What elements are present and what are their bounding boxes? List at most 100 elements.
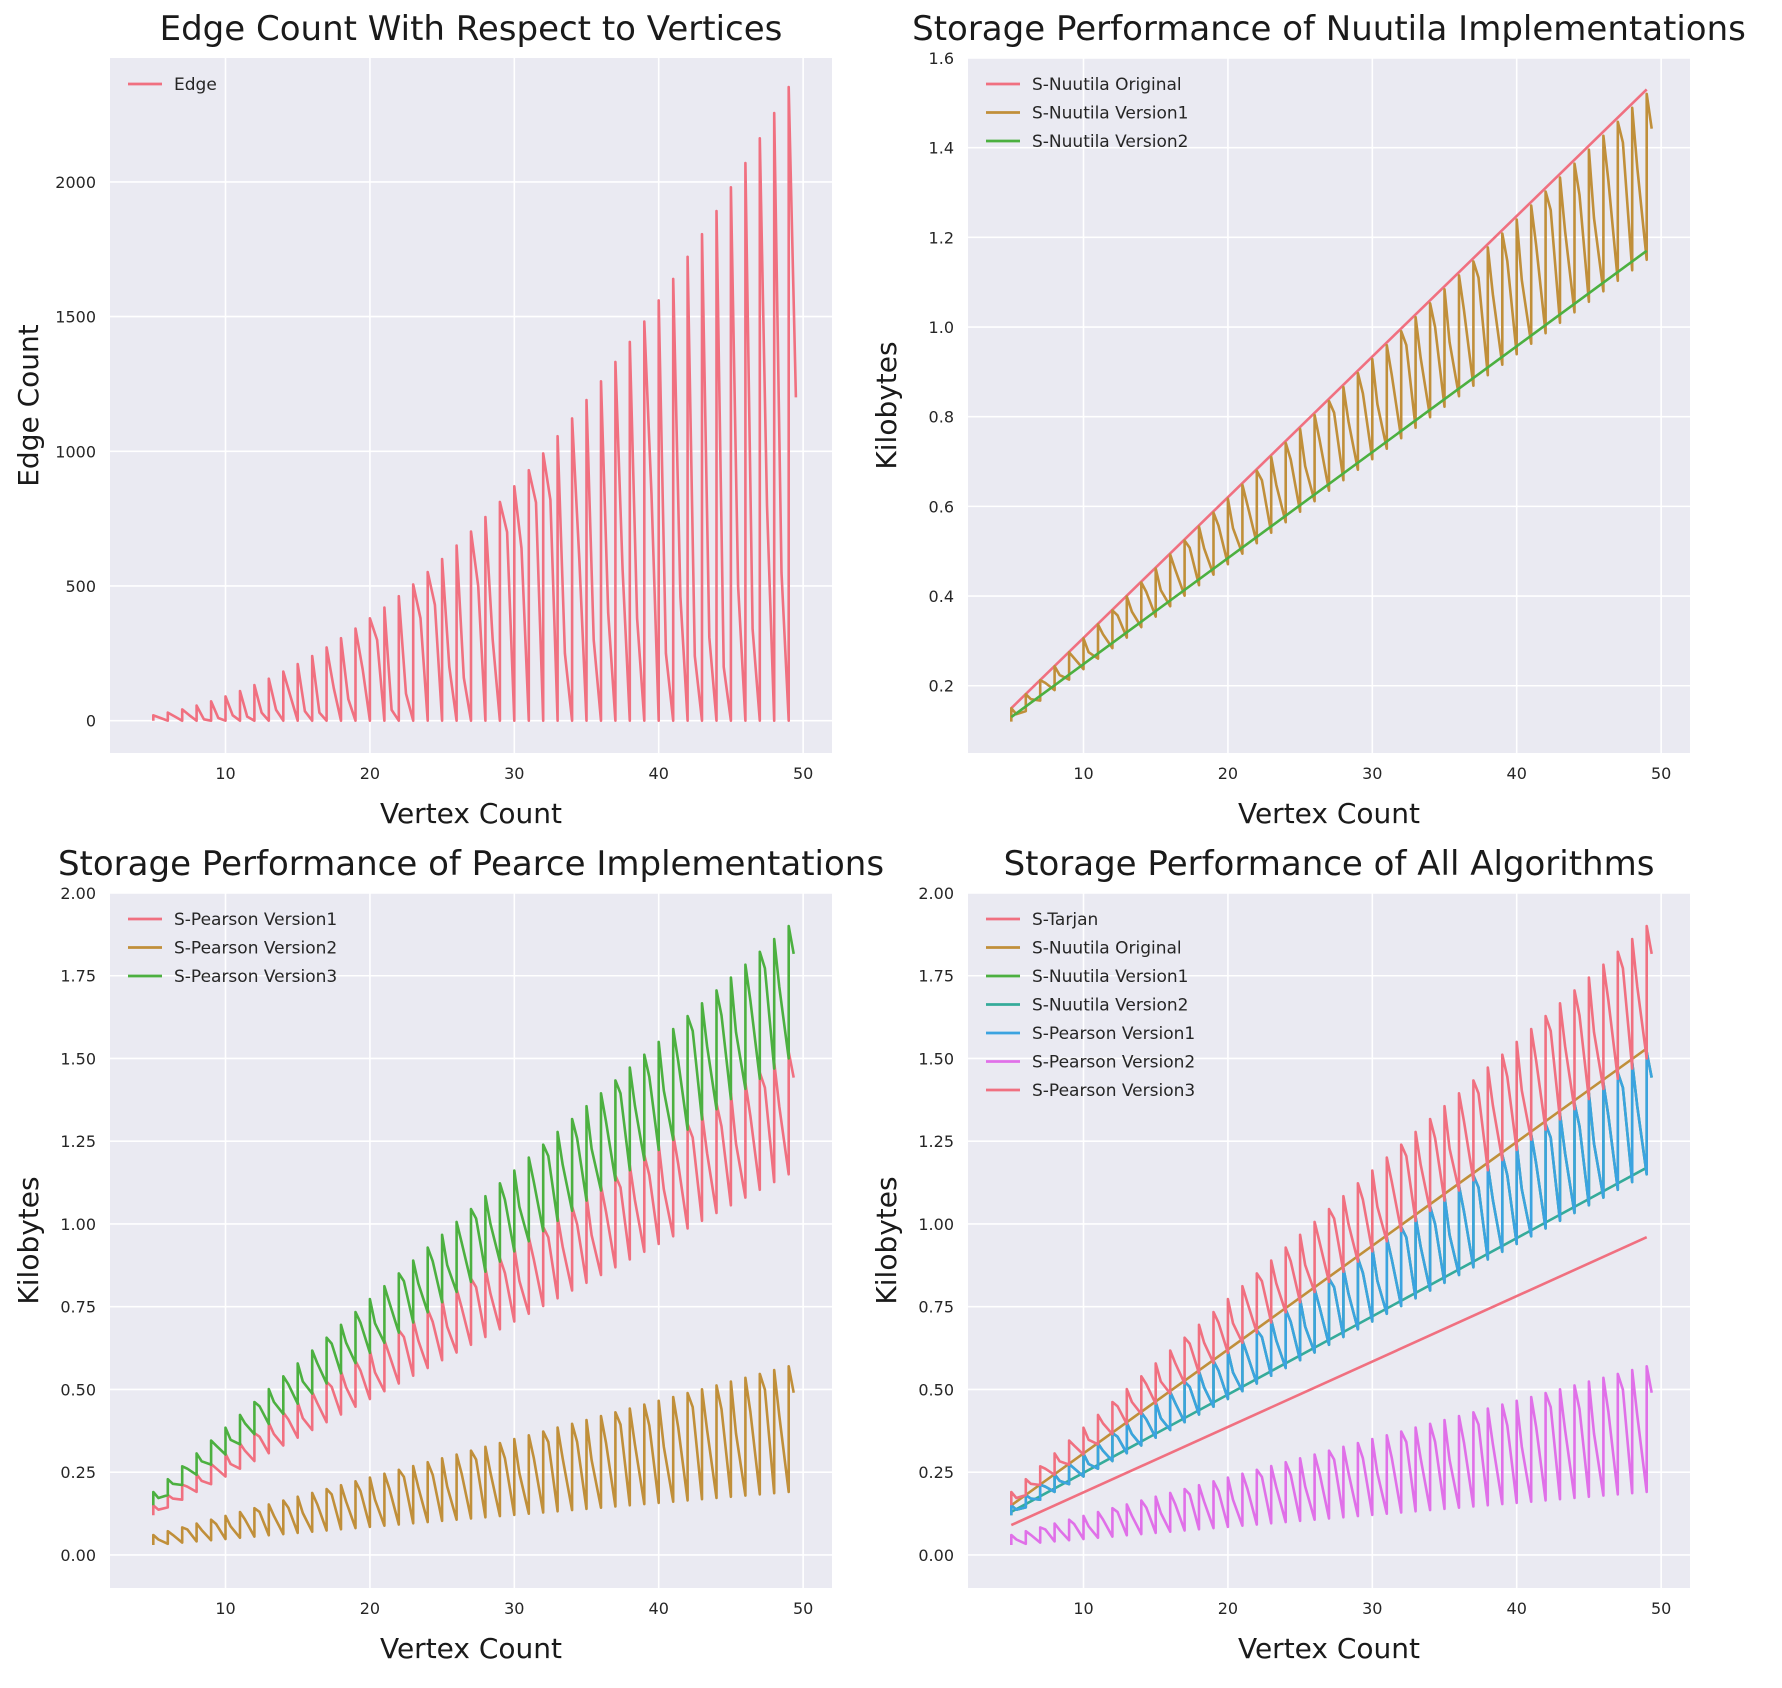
x-tick-label: 10 bbox=[1073, 1599, 1093, 1618]
y-tick-label: 1.75 bbox=[918, 967, 954, 986]
y-tick-label: 1.0 bbox=[929, 318, 954, 337]
y-tick-label: 0.25 bbox=[60, 1463, 96, 1482]
y-tick-label: 2.00 bbox=[60, 884, 96, 903]
x-tick-label: 20 bbox=[360, 1599, 380, 1618]
x-tick-label: 10 bbox=[215, 764, 235, 783]
x-tick-label: 40 bbox=[649, 764, 669, 783]
y-tick-label: 1.6 bbox=[929, 49, 954, 68]
series-line-2 bbox=[152, 1365, 795, 1546]
series-line-1 bbox=[1010, 1236, 1648, 1527]
x-tick-label: 10 bbox=[1073, 764, 1093, 783]
x-tick-label: 10 bbox=[215, 1599, 235, 1618]
x-tick-label: 30 bbox=[1362, 764, 1382, 783]
x-tick-label: 50 bbox=[1651, 764, 1671, 783]
legend: S-Tarjan S-Nuutila Original S-Nuutila Vers… bbox=[986, 910, 1195, 1101]
x-tick-label: 50 bbox=[793, 1599, 813, 1618]
y-tick-label: 0.50 bbox=[60, 1380, 96, 1399]
series-line-1 bbox=[152, 85, 798, 722]
y-tick-label: 1.00 bbox=[918, 1215, 954, 1234]
series-line-1 bbox=[1010, 88, 1648, 710]
y-tick-label: 1.2 bbox=[929, 228, 954, 247]
x-tick-label: 40 bbox=[1507, 764, 1527, 783]
legend-label: S-Pearson Version1 bbox=[174, 910, 337, 930]
chart-panel-2: 10 20 30 40 50 0.2 0.4 0.6 0.8 1.0 1.2 1.4 1.6Storag… bbox=[870, 9, 1746, 830]
y-tick-label: 1.25 bbox=[60, 1132, 96, 1151]
legend-label: S-Pearson Version3 bbox=[174, 967, 337, 987]
y-tick-label: 0.75 bbox=[918, 1298, 954, 1317]
series-line-6 bbox=[1010, 1365, 1653, 1546]
y-tick-label: 1.50 bbox=[60, 1049, 96, 1068]
legend-label: S-Pearson Version1 bbox=[1032, 1024, 1195, 1044]
y-tick-label: 0.75 bbox=[60, 1298, 96, 1317]
series-group bbox=[152, 85, 798, 722]
x-axis-label: Vertex Count bbox=[380, 1632, 562, 1665]
legend: S-Nuutila Original S-Nuutila Version1 S-Nu… bbox=[986, 75, 1188, 152]
x-axis-label: Vertex Count bbox=[1238, 797, 1420, 830]
x-tick-label: 40 bbox=[1507, 1599, 1527, 1618]
x-tick-label: 30 bbox=[1362, 1599, 1382, 1618]
legend-label: S-Nuutila Original bbox=[1032, 939, 1182, 959]
legend-label: Edge bbox=[174, 75, 217, 95]
legend-label: S-Tarjan bbox=[1032, 910, 1098, 930]
legend-label: S-Nuutila Version1 bbox=[1032, 104, 1188, 124]
legend-label: S-Pearson Version3 bbox=[1032, 1081, 1195, 1101]
legend-label: S-Nuutila Version2 bbox=[1032, 996, 1188, 1016]
y-tick-label: 0.25 bbox=[918, 1463, 954, 1482]
y-tick-label: 500 bbox=[65, 577, 96, 596]
series-line-3 bbox=[152, 924, 795, 1506]
x-axis-label: Vertex Count bbox=[1238, 1632, 1420, 1665]
chart-title: Storage Performance of All Algorithms bbox=[1004, 844, 1655, 884]
chart-title: Edge Count With Respect to Vertices bbox=[160, 9, 783, 49]
y-axis-label: Kilobytes bbox=[870, 341, 903, 469]
legend-label: S-Nuutila Version1 bbox=[1032, 967, 1188, 987]
y-tick-label: 0.50 bbox=[918, 1380, 954, 1399]
series-line-2 bbox=[1010, 92, 1653, 722]
x-tick-label: 20 bbox=[1218, 764, 1238, 783]
y-tick-label: 0.2 bbox=[929, 677, 954, 696]
x-tick-label: 50 bbox=[793, 764, 813, 783]
legend-label: S-Pearson Version2 bbox=[174, 939, 337, 959]
grid bbox=[968, 57, 1690, 753]
y-axis-label: Kilobytes bbox=[870, 1176, 903, 1304]
legend-label: S-Nuutila Original bbox=[1032, 75, 1182, 95]
y-tick-label: 0.4 bbox=[929, 587, 954, 606]
chart-panel-4: 10 20 30 40 50 0.00 0.25 0.50 0.75 1.00 1.25 1.50 1.… bbox=[870, 844, 1690, 1665]
chart-panel-3: 10 20 30 40 50 0.00 0.25 0.50 0.75 1.00 1.25 1.50 1.… bbox=[12, 844, 884, 1665]
x-axis-label: Vertex Count bbox=[380, 797, 562, 830]
y-tick-label: 1000 bbox=[55, 442, 96, 461]
y-tick-label: 0.00 bbox=[60, 1546, 96, 1565]
legend-label: S-Nuutila Version2 bbox=[1032, 132, 1188, 152]
y-axis-label: Edge Count bbox=[12, 324, 45, 487]
y-tick-label: 1.25 bbox=[918, 1132, 954, 1151]
y-tick-label: 2.00 bbox=[918, 884, 954, 903]
series-group bbox=[152, 924, 795, 1546]
series-line-3 bbox=[1010, 249, 1648, 719]
y-tick-label: 0.8 bbox=[929, 408, 954, 427]
series-group bbox=[1010, 88, 1653, 722]
y-tick-label: 0 bbox=[86, 712, 96, 731]
y-tick-label: 1.75 bbox=[60, 967, 96, 986]
y-tick-label: 1.50 bbox=[918, 1049, 954, 1068]
legend-label: S-Pearson Version2 bbox=[1032, 1053, 1195, 1073]
y-tick-label: 0.6 bbox=[929, 497, 954, 516]
y-tick-label: 2000 bbox=[55, 173, 96, 192]
y-tick-label: 1.4 bbox=[929, 139, 954, 158]
x-tick-label: 20 bbox=[360, 764, 380, 783]
x-tick-label: 30 bbox=[504, 1599, 524, 1618]
y-axis-label: Kilobytes bbox=[12, 1176, 45, 1304]
chart-title: Storage Performance of Nuutila Implement… bbox=[912, 9, 1746, 49]
y-tick-label: 0.00 bbox=[918, 1546, 954, 1565]
chart-title: Storage Performance of Pearce Implementa… bbox=[58, 844, 884, 884]
series-line-7 bbox=[1010, 924, 1653, 1506]
legend: S-Pearson Version1 S-Pearson Version2 S-Pe… bbox=[128, 910, 337, 987]
x-tick-label: 40 bbox=[649, 1599, 669, 1618]
x-tick-label: 20 bbox=[1218, 1599, 1238, 1618]
y-tick-label: 1500 bbox=[55, 308, 96, 327]
series-group bbox=[1010, 924, 1653, 1546]
x-tick-label: 50 bbox=[1651, 1599, 1671, 1618]
legend: Edge bbox=[128, 75, 217, 95]
x-tick-label: 30 bbox=[504, 764, 524, 783]
y-tick-label: 1.00 bbox=[60, 1215, 96, 1234]
